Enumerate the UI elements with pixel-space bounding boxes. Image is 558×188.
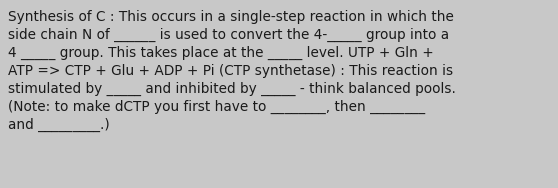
- Text: (Note: to make dCTP you first have to ________, then ________: (Note: to make dCTP you first have to __…: [8, 100, 425, 114]
- Text: stimulated by _____ and inhibited by _____ - think balanced pools.: stimulated by _____ and inhibited by ___…: [8, 82, 456, 96]
- Text: 4 _____ group. This takes place at the _____ level. UTP + Gln +: 4 _____ group. This takes place at the _…: [8, 46, 434, 60]
- Text: Synthesis of C : This occurs in a single-step reaction in which the: Synthesis of C : This occurs in a single…: [8, 10, 454, 24]
- Text: side chain N of ______ is used to convert the 4-_____ group into a: side chain N of ______ is used to conver…: [8, 28, 449, 42]
- Text: ATP => CTP + Glu + ADP + Pi (CTP synthetase) : This reaction is: ATP => CTP + Glu + ADP + Pi (CTP synthet…: [8, 64, 453, 78]
- Text: and _________.): and _________.): [8, 118, 118, 132]
